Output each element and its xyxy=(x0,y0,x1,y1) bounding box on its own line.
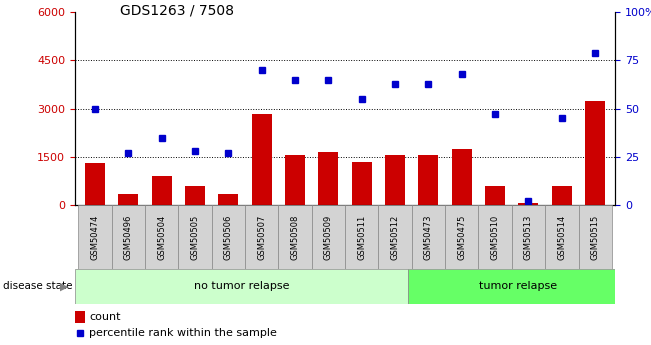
Text: disease state: disease state xyxy=(3,282,73,291)
Text: tumor relapse: tumor relapse xyxy=(479,282,557,291)
Bar xyxy=(111,205,145,269)
Bar xyxy=(552,186,572,205)
Bar xyxy=(318,152,339,205)
Bar xyxy=(545,205,579,269)
Bar xyxy=(411,205,445,269)
Bar xyxy=(312,205,345,269)
Text: GSM50509: GSM50509 xyxy=(324,215,333,260)
Bar xyxy=(518,203,538,205)
Bar xyxy=(512,205,545,269)
Bar xyxy=(212,205,245,269)
Text: no tumor relapse: no tumor relapse xyxy=(194,282,290,291)
Text: ▶: ▶ xyxy=(60,282,68,291)
Bar xyxy=(452,149,472,205)
Bar xyxy=(218,194,238,205)
Text: GSM50510: GSM50510 xyxy=(491,215,499,260)
Bar xyxy=(279,205,312,269)
Text: GSM50505: GSM50505 xyxy=(191,215,199,260)
Text: GSM50506: GSM50506 xyxy=(224,215,233,260)
Bar xyxy=(485,186,505,205)
Bar xyxy=(378,205,411,269)
Bar xyxy=(585,101,605,205)
Text: GSM50496: GSM50496 xyxy=(124,215,133,260)
Text: count: count xyxy=(89,312,121,322)
Bar xyxy=(78,205,111,269)
Bar xyxy=(152,176,172,205)
Bar xyxy=(285,155,305,205)
Bar xyxy=(345,205,378,269)
Text: GSM50474: GSM50474 xyxy=(90,215,100,260)
Bar xyxy=(352,162,372,205)
Text: GSM50512: GSM50512 xyxy=(391,215,400,260)
Bar xyxy=(75,310,85,323)
Text: GSM50513: GSM50513 xyxy=(524,215,533,260)
Bar xyxy=(75,269,408,304)
Text: GSM50511: GSM50511 xyxy=(357,215,367,260)
Bar xyxy=(478,205,512,269)
Text: GSM50508: GSM50508 xyxy=(290,215,299,260)
Text: GSM50475: GSM50475 xyxy=(457,215,466,260)
Text: GSM50514: GSM50514 xyxy=(557,215,566,260)
Text: GDS1263 / 7508: GDS1263 / 7508 xyxy=(120,3,234,18)
Bar xyxy=(245,205,279,269)
Bar xyxy=(445,205,478,269)
Text: GSM50507: GSM50507 xyxy=(257,215,266,260)
Text: GSM50515: GSM50515 xyxy=(590,215,600,260)
Bar xyxy=(185,186,205,205)
Bar xyxy=(408,269,628,304)
Bar xyxy=(579,205,612,269)
Bar xyxy=(145,205,178,269)
Bar xyxy=(252,114,271,205)
Text: GSM50504: GSM50504 xyxy=(157,215,166,260)
Bar xyxy=(178,205,212,269)
Text: GSM50473: GSM50473 xyxy=(424,215,433,260)
Bar xyxy=(118,194,138,205)
Bar xyxy=(85,164,105,205)
Text: percentile rank within the sample: percentile rank within the sample xyxy=(89,328,277,338)
Bar xyxy=(385,155,405,205)
Bar xyxy=(419,155,438,205)
